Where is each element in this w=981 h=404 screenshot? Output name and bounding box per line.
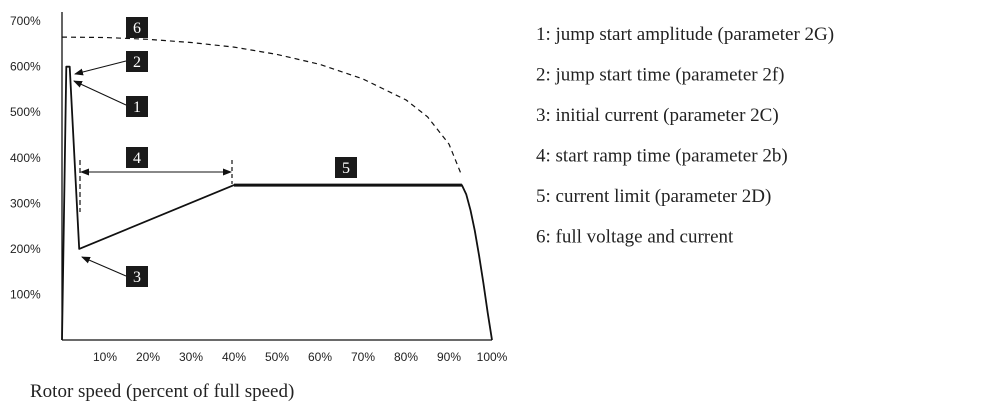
x-tick-label: 40%: [222, 350, 246, 364]
legend-entry-4: 4: start ramp time (parameter 2b): [536, 146, 788, 167]
y-tick-label: 200%: [10, 242, 41, 256]
x-tick-label: 30%: [179, 350, 203, 364]
annotation-3-number: 3: [133, 269, 141, 286]
annotation-3: 3: [81, 256, 148, 287]
annotation-1-arrow: [73, 80, 127, 106]
y-tick-label: 100%: [10, 287, 41, 301]
annotation-6-number: 6: [133, 20, 141, 37]
y-tick-labels: 100% 200% 300% 400% 500% 600% 700%: [10, 14, 41, 301]
annotation-marks: 1 2 3 4 5 6: [73, 17, 357, 287]
annotation-3-badge: [126, 266, 148, 287]
motor-current-curve: [61, 65, 493, 341]
annotation-2: 2: [74, 51, 148, 76]
x-tick-label: 70%: [351, 350, 375, 364]
annotation-5-number: 5: [342, 160, 350, 177]
annotation-3-arrow: [81, 256, 127, 277]
x-tick-labels: 10% 20% 30% 40% 50% 60% 70% 80% 90% 100%: [93, 350, 508, 364]
legend-entry-6: 6: full voltage and current: [536, 227, 734, 248]
legend-entry-3: 3: initial current (parameter 2C): [536, 105, 779, 126]
y-tick-label: 400%: [10, 151, 41, 165]
annotation-4: 4: [79, 147, 233, 212]
x-tick-label: 60%: [308, 350, 332, 364]
x-tick-label: 100%: [477, 350, 508, 364]
y-tick-label: 700%: [10, 14, 41, 28]
annotation-6: 6: [126, 17, 148, 38]
legend-entry-5: 5: current limit (parameter 2D): [536, 186, 771, 207]
annotation-1-number: 1: [133, 99, 141, 116]
y-tick-label: 600%: [10, 60, 41, 74]
annotation-1-badge: [126, 96, 148, 117]
annotation-5-badge: [335, 157, 357, 178]
annotation-2-number: 2: [133, 54, 141, 71]
legend: 1: jump start amplitude (parameter 2G) 2:…: [536, 24, 834, 248]
x-tick-label: 50%: [265, 350, 289, 364]
annotation-5: 5: [335, 157, 357, 178]
y-tick-label: 300%: [10, 196, 41, 210]
legend-entry-1: 1: jump start amplitude (parameter 2G): [536, 24, 834, 45]
x-tick-label: 10%: [93, 350, 117, 364]
annotation-2-badge: [126, 51, 148, 72]
y-tick-label: 500%: [10, 105, 41, 119]
legend-entry-2: 2: jump start time (parameter 2f): [536, 65, 785, 86]
annotation-6-badge: [126, 17, 148, 38]
annotation-4-number: 4: [133, 150, 141, 167]
annotation-1: 1: [73, 80, 148, 117]
series-lines: [61, 36, 493, 341]
full-voltage-curve: [61, 36, 463, 177]
annotation-2-arrow: [74, 60, 127, 76]
annotation-4-badge: [126, 147, 148, 168]
x-tick-label: 20%: [136, 350, 160, 364]
x-axis-title: Rotor speed (percent of full speed): [30, 381, 294, 402]
x-tick-label: 80%: [394, 350, 418, 364]
x-tick-label: 90%: [437, 350, 461, 364]
